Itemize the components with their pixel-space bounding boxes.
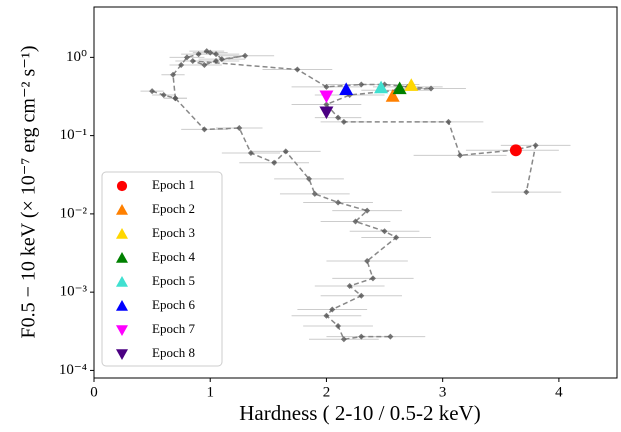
track-point (340, 118, 347, 125)
track-point (236, 125, 243, 132)
track-point (207, 49, 214, 56)
track-point (242, 52, 249, 59)
track-point (532, 142, 539, 149)
track-point (364, 207, 371, 214)
track-point (195, 51, 202, 58)
epoch-marker (319, 106, 334, 120)
track-point (213, 57, 220, 64)
legend-label: Epoch 6 (152, 297, 195, 312)
legend-box (101, 171, 223, 367)
legend-marker (116, 349, 128, 360)
x-tick-label: 1 (206, 384, 214, 400)
track-point (335, 199, 342, 206)
x-tick-label: 2 (323, 384, 331, 400)
x-tick-label: 0 (90, 384, 98, 400)
legend-marker (116, 325, 128, 336)
track-point (523, 189, 530, 196)
track-point (323, 101, 330, 108)
legend-label: Epoch 4 (152, 249, 195, 264)
track-point (189, 57, 196, 64)
legend-marker (116, 252, 128, 263)
track-point (358, 333, 365, 340)
track-point (381, 228, 388, 235)
track-point (306, 175, 313, 182)
track-point (201, 61, 208, 68)
epoch-marker (339, 82, 354, 95)
legend-marker (116, 228, 128, 239)
track-point (271, 159, 278, 166)
plot-frame (93, 6, 618, 379)
track-point (428, 85, 435, 92)
track-point (358, 81, 365, 88)
y-tick-label: 10⁻¹ (60, 127, 87, 143)
track-point (160, 92, 167, 99)
x-tick-label: 4 (555, 384, 563, 400)
y-axis-label: F0.5 − 10 keV (× 10⁻⁷ erg cm⁻² s⁻¹) (18, 46, 40, 339)
legend-label: Epoch 2 (152, 201, 195, 216)
epoch-marker (509, 144, 522, 157)
y-tick-label: 10⁻³ (60, 284, 88, 300)
track-point (387, 333, 394, 340)
legend-label: Epoch 7 (152, 321, 195, 336)
track-point (346, 282, 353, 289)
track-point (183, 54, 190, 61)
track-point (218, 56, 225, 63)
track-point (170, 71, 177, 78)
legend-label: Epoch 5 (152, 273, 195, 288)
x-tick-label: 3 (439, 384, 447, 400)
track-point (294, 66, 301, 73)
track-point (213, 51, 220, 58)
track-point (149, 88, 156, 95)
y-tick-label: 10⁰ (66, 49, 87, 65)
track-point (329, 306, 336, 313)
x-axis-label: Hardness ( 2-10 / 0.5-2 keV) (239, 401, 480, 425)
track-point (364, 258, 371, 265)
legend-marker (116, 204, 128, 215)
legend-marker (116, 276, 128, 287)
y-tick-label: 10⁻⁴ (59, 362, 87, 378)
track-point (323, 83, 330, 90)
y-tick-label: 10⁻² (60, 205, 88, 221)
track-point (311, 190, 318, 197)
track-point (393, 234, 400, 241)
track-point (335, 114, 342, 121)
legend-marker (116, 300, 128, 311)
track-point (457, 152, 464, 159)
epoch-marker (392, 81, 407, 95)
epoch-marker (385, 89, 400, 102)
track-point (358, 292, 365, 299)
track-point (323, 312, 330, 319)
track-point (445, 118, 452, 125)
legend-label: Epoch 8 (152, 345, 195, 360)
track-point (178, 61, 185, 68)
track-point (335, 322, 342, 329)
track-point (172, 95, 179, 102)
legend-label: Epoch 3 (152, 225, 195, 240)
epoch-marker (319, 90, 334, 104)
epoch-marker (404, 78, 419, 91)
legend-label: Epoch 1 (152, 177, 195, 192)
track-point (247, 149, 254, 156)
track-point (340, 336, 347, 343)
track-point (282, 148, 289, 155)
track-point (369, 275, 376, 282)
epoch-marker (374, 80, 389, 94)
track-point (352, 218, 359, 225)
track-point (201, 126, 208, 133)
legend-marker (116, 180, 128, 192)
